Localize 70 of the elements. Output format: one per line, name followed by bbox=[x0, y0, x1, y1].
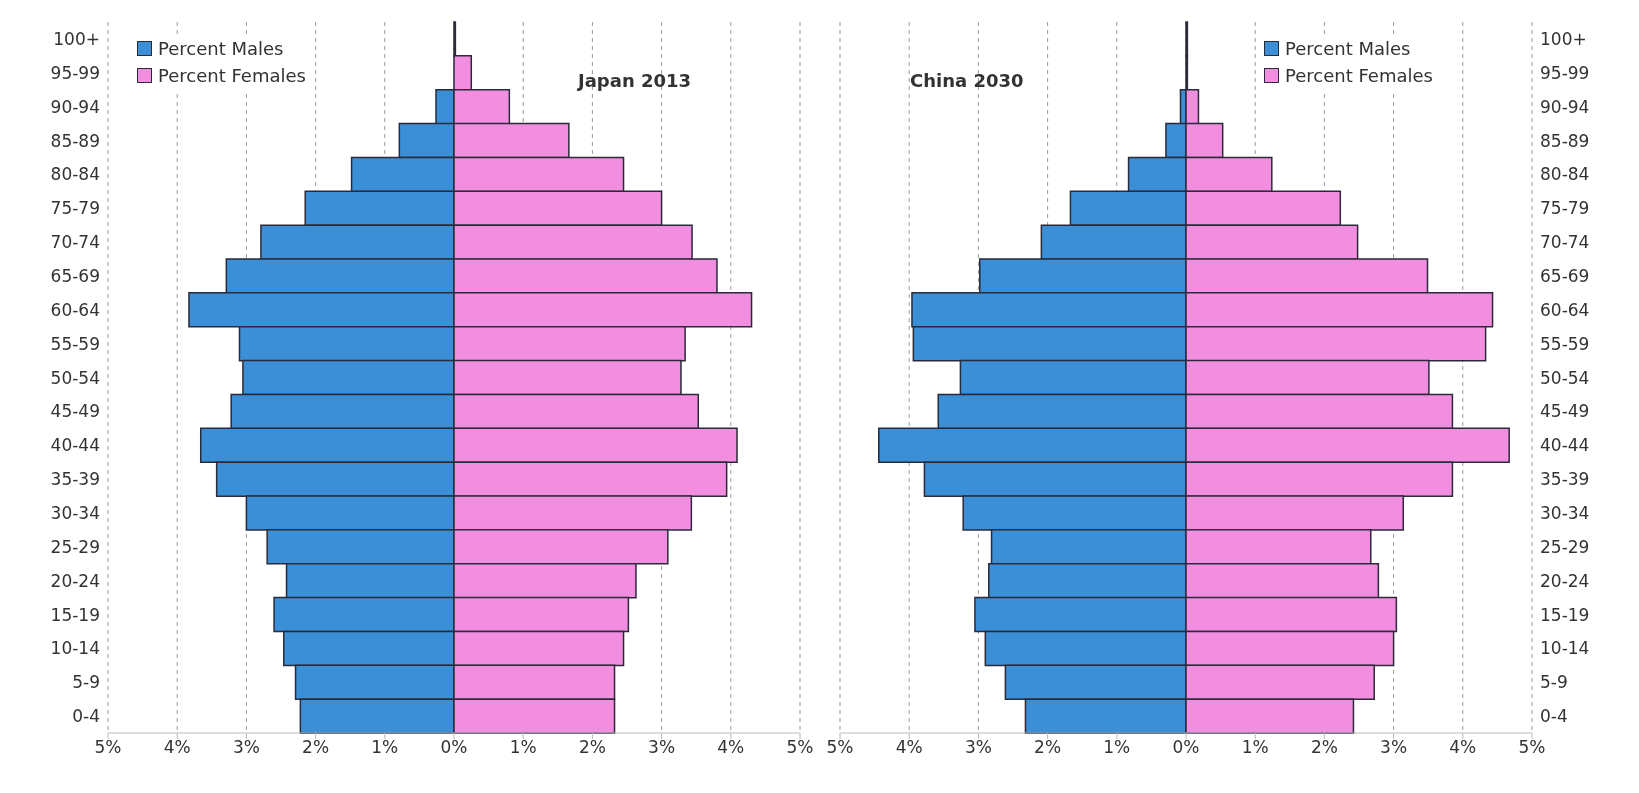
y-tick-label: 50-54 bbox=[1540, 367, 1590, 388]
y-tick-label: 90-94 bbox=[1540, 96, 1590, 117]
x-tick-label: 0% bbox=[1172, 737, 1200, 758]
x-tick-label: 1% bbox=[509, 737, 537, 758]
y-tick-label: 90-94 bbox=[50, 96, 100, 117]
x-tick-label: 1% bbox=[1241, 737, 1269, 758]
legend-label: Percent Females bbox=[158, 65, 306, 86]
legend-label: Percent Males bbox=[158, 38, 284, 59]
y-tick-label: 30-34 bbox=[1540, 502, 1590, 523]
y-tick-label: 100+ bbox=[1540, 28, 1587, 49]
y-tick-label: 85-89 bbox=[50, 130, 100, 151]
x-tick-label: 2% bbox=[578, 737, 606, 758]
y-tick-label: 30-34 bbox=[50, 502, 100, 523]
y-tick-label: 40-44 bbox=[50, 435, 100, 456]
x-tick-label: 3% bbox=[232, 737, 260, 758]
y-tick-label: 15-19 bbox=[1540, 604, 1590, 625]
y-tick-label: 40-44 bbox=[1540, 435, 1590, 456]
x-tick-label: 5% bbox=[826, 737, 854, 758]
y-tick-label: 80-84 bbox=[50, 164, 100, 185]
y-tick-label: 95-99 bbox=[1540, 62, 1590, 83]
y-tick-label: 45-49 bbox=[1540, 401, 1590, 422]
y-tick-label: 55-59 bbox=[50, 333, 100, 354]
annotation: Japan 2013 bbox=[578, 70, 692, 91]
y-tick-label: 70-74 bbox=[1540, 232, 1590, 253]
y-tick-label: 0-4 bbox=[72, 706, 100, 727]
legend-label: Percent Males bbox=[1285, 38, 1411, 59]
x-tick-label: 4% bbox=[895, 737, 923, 758]
x-tick-label: 4% bbox=[163, 737, 191, 758]
y-tick-label: 60-64 bbox=[50, 299, 100, 320]
x-tick-label: 2% bbox=[1034, 737, 1062, 758]
y-tick-label: 80-84 bbox=[1540, 164, 1590, 185]
y-tick-label: 25-29 bbox=[1540, 536, 1590, 557]
x-tick-label: 3% bbox=[1380, 737, 1408, 758]
x-tick-label: 2% bbox=[302, 737, 330, 758]
y-tick-label: 20-24 bbox=[1540, 570, 1590, 591]
x-tick-label: 1% bbox=[371, 737, 399, 758]
x-tick-label: 3% bbox=[648, 737, 676, 758]
y-tick-label: 95-99 bbox=[50, 62, 100, 83]
y-tick-label: 75-79 bbox=[50, 198, 100, 219]
y-tick-label: 5-9 bbox=[72, 672, 100, 693]
y-tick-label: 85-89 bbox=[1540, 130, 1590, 151]
y-tick-label: 45-49 bbox=[50, 401, 100, 422]
annotation: China 2030 bbox=[910, 70, 1024, 91]
x-tick-label: 0% bbox=[440, 737, 468, 758]
y-tick-label: 35-39 bbox=[50, 469, 100, 490]
x-tick-label: 4% bbox=[717, 737, 745, 758]
y-tick-label: 5-9 bbox=[1540, 672, 1568, 693]
y-tick-label: 75-79 bbox=[1540, 198, 1590, 219]
y-tick-label: 65-69 bbox=[1540, 265, 1590, 286]
x-tick-label: 5% bbox=[94, 737, 122, 758]
y-tick-label: 50-54 bbox=[50, 367, 100, 388]
y-tick-label: 60-64 bbox=[1540, 299, 1590, 320]
y-tick-label: 35-39 bbox=[1540, 469, 1590, 490]
y-tick-label: 10-14 bbox=[1540, 638, 1590, 659]
x-tick-label: 2% bbox=[1310, 737, 1338, 758]
y-tick-label: 0-4 bbox=[1540, 706, 1568, 727]
x-tick-label: 5% bbox=[1518, 737, 1546, 758]
x-tick-label: 5% bbox=[786, 737, 814, 758]
legend-label: Percent Females bbox=[1285, 65, 1433, 86]
y-tick-label: 15-19 bbox=[50, 604, 100, 625]
y-tick-label: 70-74 bbox=[50, 232, 100, 253]
y-tick-label: 20-24 bbox=[50, 570, 100, 591]
y-tick-label: 55-59 bbox=[1540, 333, 1590, 354]
y-tick-label: 10-14 bbox=[50, 638, 100, 659]
y-tick-label: 65-69 bbox=[50, 265, 100, 286]
x-tick-label: 1% bbox=[1103, 737, 1131, 758]
y-tick-label: 100+ bbox=[53, 28, 100, 49]
y-tick-label: 25-29 bbox=[50, 536, 100, 557]
x-tick-label: 4% bbox=[1449, 737, 1477, 758]
x-tick-label: 3% bbox=[964, 737, 992, 758]
